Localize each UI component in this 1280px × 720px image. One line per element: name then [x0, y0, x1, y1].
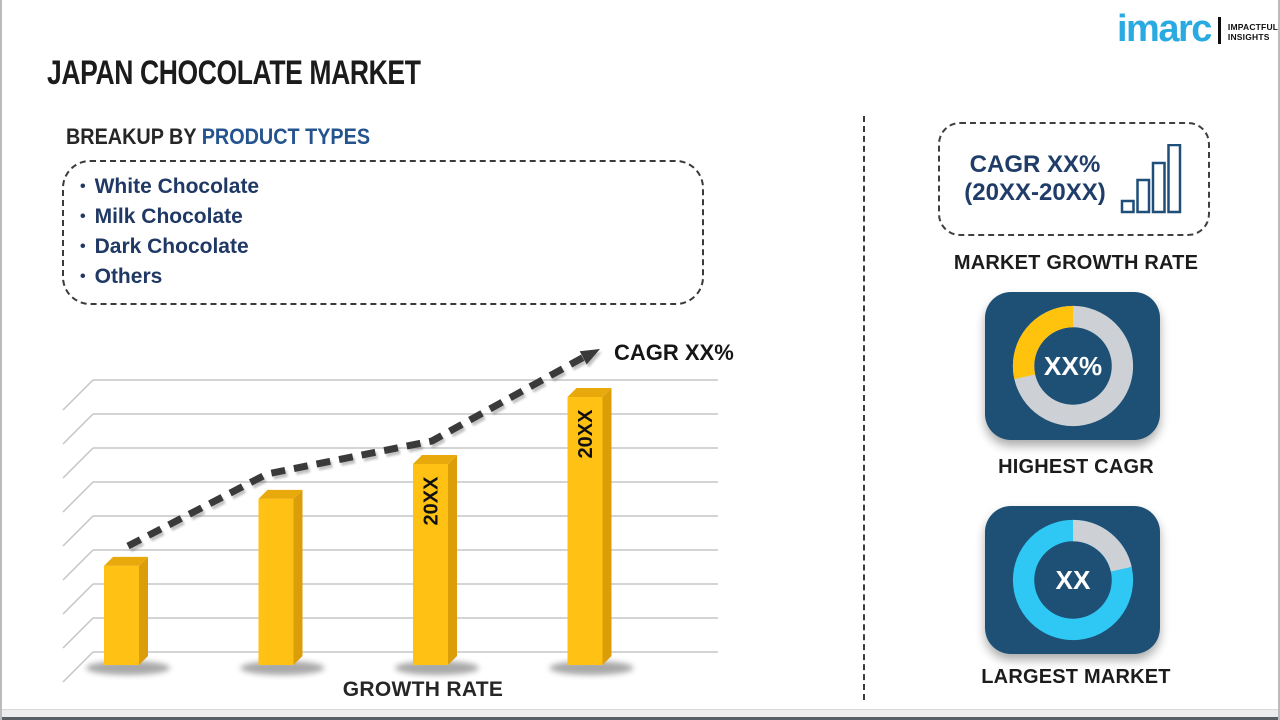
- bar-year-label: 20XX: [575, 409, 597, 459]
- product-type-item: • White Chocolate: [80, 172, 702, 202]
- bar-year-label: 20XX: [421, 476, 443, 526]
- window-right-edge: [1278, 0, 1280, 720]
- product-type-text: Others: [94, 265, 163, 288]
- logo-divider-bar: [1217, 16, 1221, 44]
- trend-line: [126, 353, 586, 550]
- logo-tagline: IMPACTFUL INSIGHTS: [1227, 22, 1279, 43]
- chart-x-axis-label: GROWTH RATE: [342, 678, 504, 701]
- imarc-logo: imarc IMPACTFUL INSIGHTS: [1117, 8, 1279, 50]
- cagr-summary-line1: CAGR XX%: [969, 151, 1101, 178]
- logo-tagline-line2: INSIGHTS: [1227, 31, 1270, 42]
- imarc-logo-text: imarc: [1117, 8, 1212, 50]
- product-types-box: • White Chocolate • Milk Chocolate • Dark Cho…: [62, 160, 704, 305]
- highest-cagr-donut-icon: XX%: [1012, 305, 1133, 427]
- bar-chart-icon: [1120, 144, 1181, 214]
- largest-market-donut-icon: XX: [1012, 519, 1133, 641]
- largest-market-card: XX: [985, 506, 1160, 654]
- breakup-heading-highlight: PRODUCT TYPES: [201, 124, 371, 149]
- breakup-heading: BREAKUP BY PRODUCT TYPES: [66, 124, 370, 150]
- window-bottom-strip: [0, 709, 1280, 717]
- product-type-text: Milk Chocolate: [94, 205, 243, 228]
- trend-arrowhead-icon: [579, 349, 600, 365]
- logo-tagline-line1: IMPACTFUL: [1227, 22, 1279, 33]
- highest-cagr-value: XX%: [1043, 351, 1101, 381]
- highest-cagr-label: HIGHEST CAGR: [998, 456, 1154, 478]
- window-left-edge: [0, 0, 2, 720]
- growth-rate-chart: 20XX 20XX: [62, 349, 718, 683]
- product-type-item: • Others: [80, 262, 702, 292]
- bullet-icon: •: [80, 178, 86, 195]
- window-bottom-edge: [0, 717, 1280, 720]
- highest-cagr-card: XX%: [985, 292, 1160, 440]
- cagr-summary-box: CAGR XX% (20XX-20XX): [938, 122, 1210, 236]
- chart-trend-label: CAGR XX%: [614, 340, 734, 365]
- section-divider-line: [863, 116, 865, 700]
- largest-market-value: XX: [1055, 565, 1090, 595]
- bullet-icon: •: [80, 268, 86, 285]
- largest-market-label: LARGEST MARKET: [981, 666, 1171, 688]
- page-title: JAPAN CHOCOLATE MARKET: [47, 54, 421, 92]
- product-type-text: White Chocolate: [94, 175, 260, 198]
- product-types-list: • White Chocolate • Milk Chocolate • Dark Cho…: [80, 172, 702, 292]
- breakup-heading-prefix: BREAKUP BY: [66, 124, 202, 149]
- cagr-summary-text: CAGR XX% (20XX-20XX): [964, 151, 1105, 207]
- product-type-item: • Dark Chocolate: [80, 232, 702, 262]
- market-growth-rate-label: MARKET GROWTH RATE: [953, 252, 1199, 274]
- cagr-summary-line2: (20XX-20XX): [964, 179, 1106, 206]
- product-type-item: • Milk Chocolate: [80, 202, 702, 232]
- product-type-text: Dark Chocolate: [94, 235, 249, 258]
- bullet-icon: •: [80, 238, 86, 255]
- bullet-icon: •: [80, 208, 86, 225]
